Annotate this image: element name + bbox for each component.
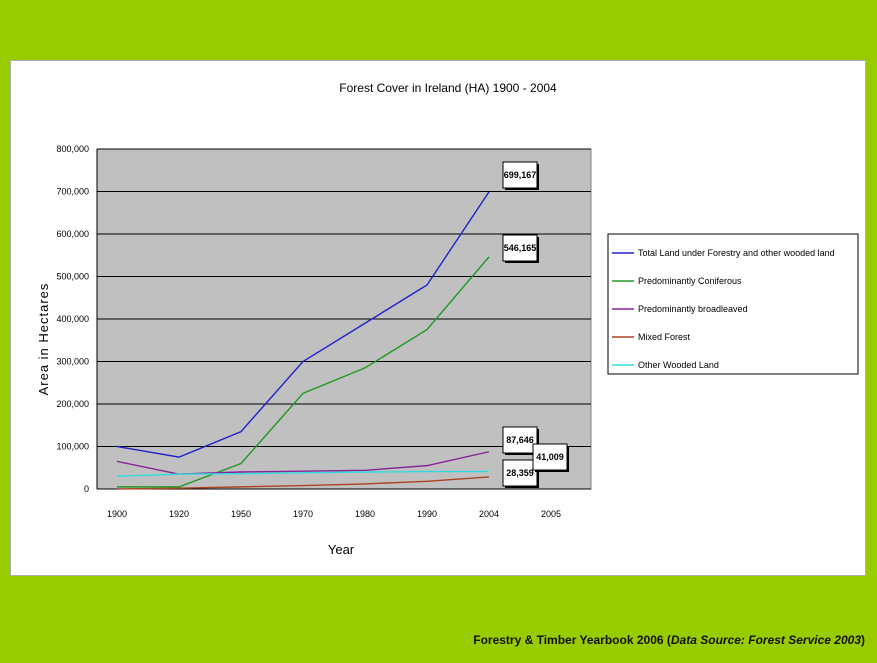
legend-label: Other Wooded Land: [638, 360, 719, 370]
callout: 546,165: [502, 234, 539, 263]
footer-prefix: Forestry & Timber Yearbook 2006 (: [473, 633, 671, 647]
footer-suffix: ): [861, 633, 865, 647]
legend: Total Land under Forestry and other wood…: [607, 233, 859, 375]
series-line-3: [116, 476, 490, 490]
x-tick-label: 2004: [479, 509, 499, 519]
callout: 87,646: [502, 426, 539, 455]
x-axis-ticks: 1900 1920 1950 1970 1980 1990 2004 2005: [107, 509, 561, 519]
callout: 41,009: [532, 443, 569, 472]
callout-box: [502, 161, 538, 189]
callout-label: 546,165: [504, 243, 537, 253]
callout-box: [532, 443, 568, 471]
footer-credit: Forestry & Timber Yearbook 2006 (Data So…: [473, 633, 865, 647]
series-line-4: [116, 470, 490, 477]
legend-label: Predominantly Coniferous: [638, 276, 742, 286]
y-tick-label: 100,000: [56, 442, 89, 452]
x-tick-label: 1920: [169, 509, 189, 519]
x-tick-label: 1970: [293, 509, 313, 519]
y-tick-label: 800,000: [56, 144, 89, 154]
legend-box: [607, 233, 859, 375]
callout-label: 699,167: [504, 170, 537, 180]
callout: 699,167: [502, 161, 539, 190]
chart-title: Forest Cover in Ireland (HA) 1900 - 2004: [339, 81, 557, 95]
x-tick-label: 2005: [541, 509, 561, 519]
chart-panel: Forest Cover in Ireland (HA) 1900 - 2004…: [10, 60, 866, 576]
callout-label: 41,009: [536, 452, 564, 462]
legend-label: Total Land under Forestry and other wood…: [638, 248, 835, 258]
y-axis-title: Area in Hectares: [36, 283, 51, 396]
forest-cover-chart: Forest Cover in Ireland (HA) 1900 - 2004…: [36, 81, 859, 557]
y-axis-ticks: 0 100,000 200,000 300,000 400,000 500,000 600,…: [56, 144, 89, 494]
x-tick-label: 1990: [417, 509, 437, 519]
footer-source: Data Source: Forest Service 2003: [670, 633, 861, 647]
series-line-0: [116, 191, 490, 458]
series-line-1: [117, 256, 490, 488]
callout-box: [502, 234, 538, 262]
callout-box: [502, 426, 538, 454]
y-tick-label: 400,000: [56, 314, 89, 324]
legend-label: Mixed Forest: [638, 332, 691, 342]
callout-label: 28,359: [506, 468, 534, 478]
y-tick-label: 600,000: [56, 229, 89, 239]
x-tick-label: 1900: [107, 509, 127, 519]
y-tick-label: 700,000: [56, 187, 89, 197]
callout-label: 87,646: [506, 435, 534, 445]
legend-label: Predominantly broadleaved: [638, 304, 748, 314]
y-tick-label: 200,000: [56, 399, 89, 409]
y-tick-label: 300,000: [56, 357, 89, 367]
callout-box: [502, 459, 538, 487]
y-tick-label: 0: [84, 484, 89, 494]
x-tick-label: 1980: [355, 509, 375, 519]
y-tick-label: 500,000: [56, 272, 89, 282]
series-lines: [116, 191, 490, 490]
x-tick-label: 1950: [231, 509, 251, 519]
x-axis-title: Year: [328, 542, 355, 557]
